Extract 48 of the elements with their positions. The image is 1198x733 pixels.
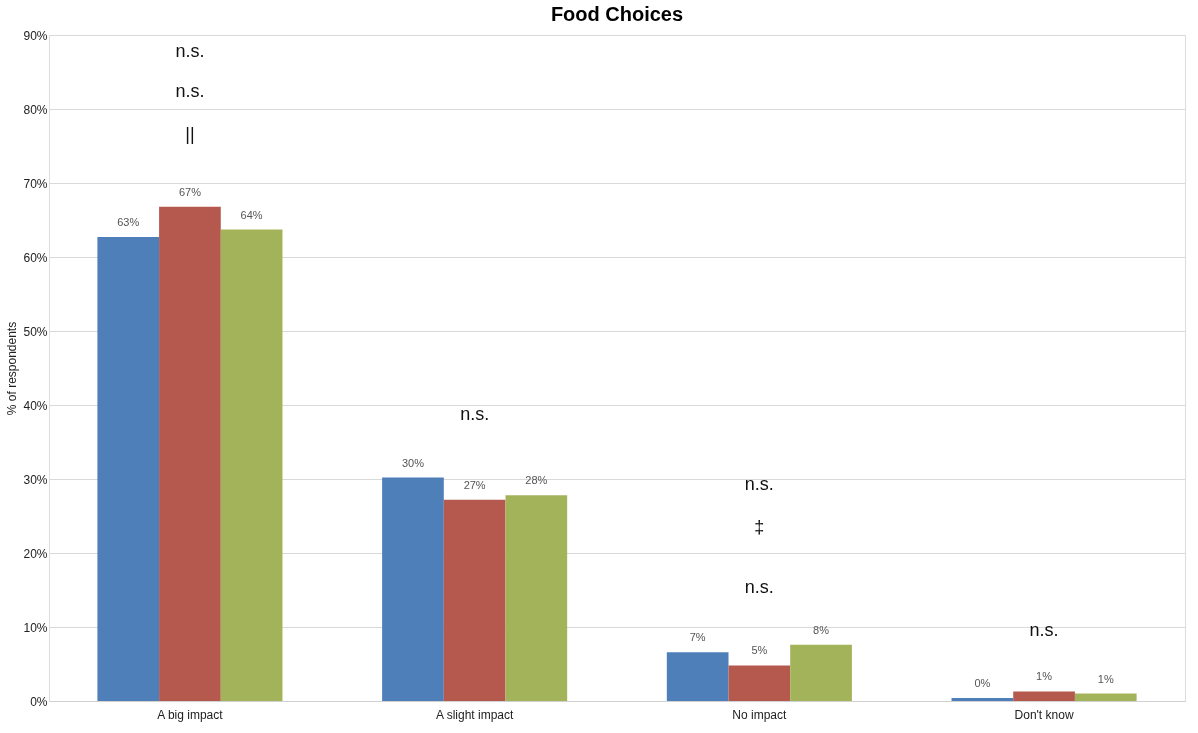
- y-tick-label: 60%: [23, 250, 48, 265]
- bar: [1013, 691, 1075, 701]
- data-label: 0%: [974, 677, 991, 690]
- y-tick-label: 40%: [23, 398, 48, 413]
- bar: [97, 237, 160, 701]
- x-tick-label: No impact: [732, 707, 788, 722]
- data-label: 27%: [463, 478, 486, 491]
- bar: [951, 698, 1014, 701]
- data-label: 1%: [1097, 672, 1114, 685]
- y-axis-title: % of respondents: [5, 321, 20, 416]
- y-tick-label: 0%: [30, 694, 48, 709]
- bar: [382, 477, 444, 701]
- bar: [790, 644, 852, 701]
- data-label: 63%: [117, 216, 140, 229]
- bar: [1074, 693, 1137, 701]
- annotation: n.s.: [175, 80, 205, 101]
- annotation: n.s.: [460, 403, 490, 424]
- data-label: 8%: [813, 623, 830, 636]
- bar: [220, 229, 283, 701]
- y-tick-label: 20%: [23, 546, 48, 561]
- y-tick-label: 30%: [23, 472, 48, 487]
- y-tick-label: 50%: [23, 324, 48, 339]
- x-tick-label: A slight impact: [435, 707, 514, 722]
- data-label: 7%: [689, 631, 706, 644]
- data-label: 28%: [525, 474, 548, 487]
- annotation: ||: [185, 123, 195, 144]
- x-tick-label: Don't know: [1014, 707, 1074, 722]
- bar: [505, 495, 568, 701]
- data-label: 1%: [1036, 670, 1053, 683]
- annotation: ‡: [754, 516, 765, 537]
- data-label: 64%: [240, 208, 263, 221]
- annotation: n.s.: [175, 40, 205, 61]
- annotation: n.s.: [744, 473, 774, 494]
- annotation: n.s.: [744, 576, 774, 597]
- annotation: n.s.: [1029, 620, 1059, 641]
- y-tick-label: 90%: [23, 28, 48, 43]
- chart-title: Food Choices: [550, 3, 684, 25]
- y-tick-label: 80%: [23, 102, 48, 117]
- bar: [728, 665, 791, 701]
- data-label: 30%: [401, 456, 425, 469]
- x-tick-label: A big impact: [157, 707, 224, 722]
- y-tick-label: 70%: [23, 176, 48, 191]
- bar: [666, 652, 729, 701]
- y-tick-label: 10%: [23, 620, 48, 635]
- data-label: 67%: [178, 185, 202, 198]
- bar: [443, 499, 506, 701]
- bar: [159, 206, 221, 701]
- data-label: 5%: [751, 644, 768, 657]
